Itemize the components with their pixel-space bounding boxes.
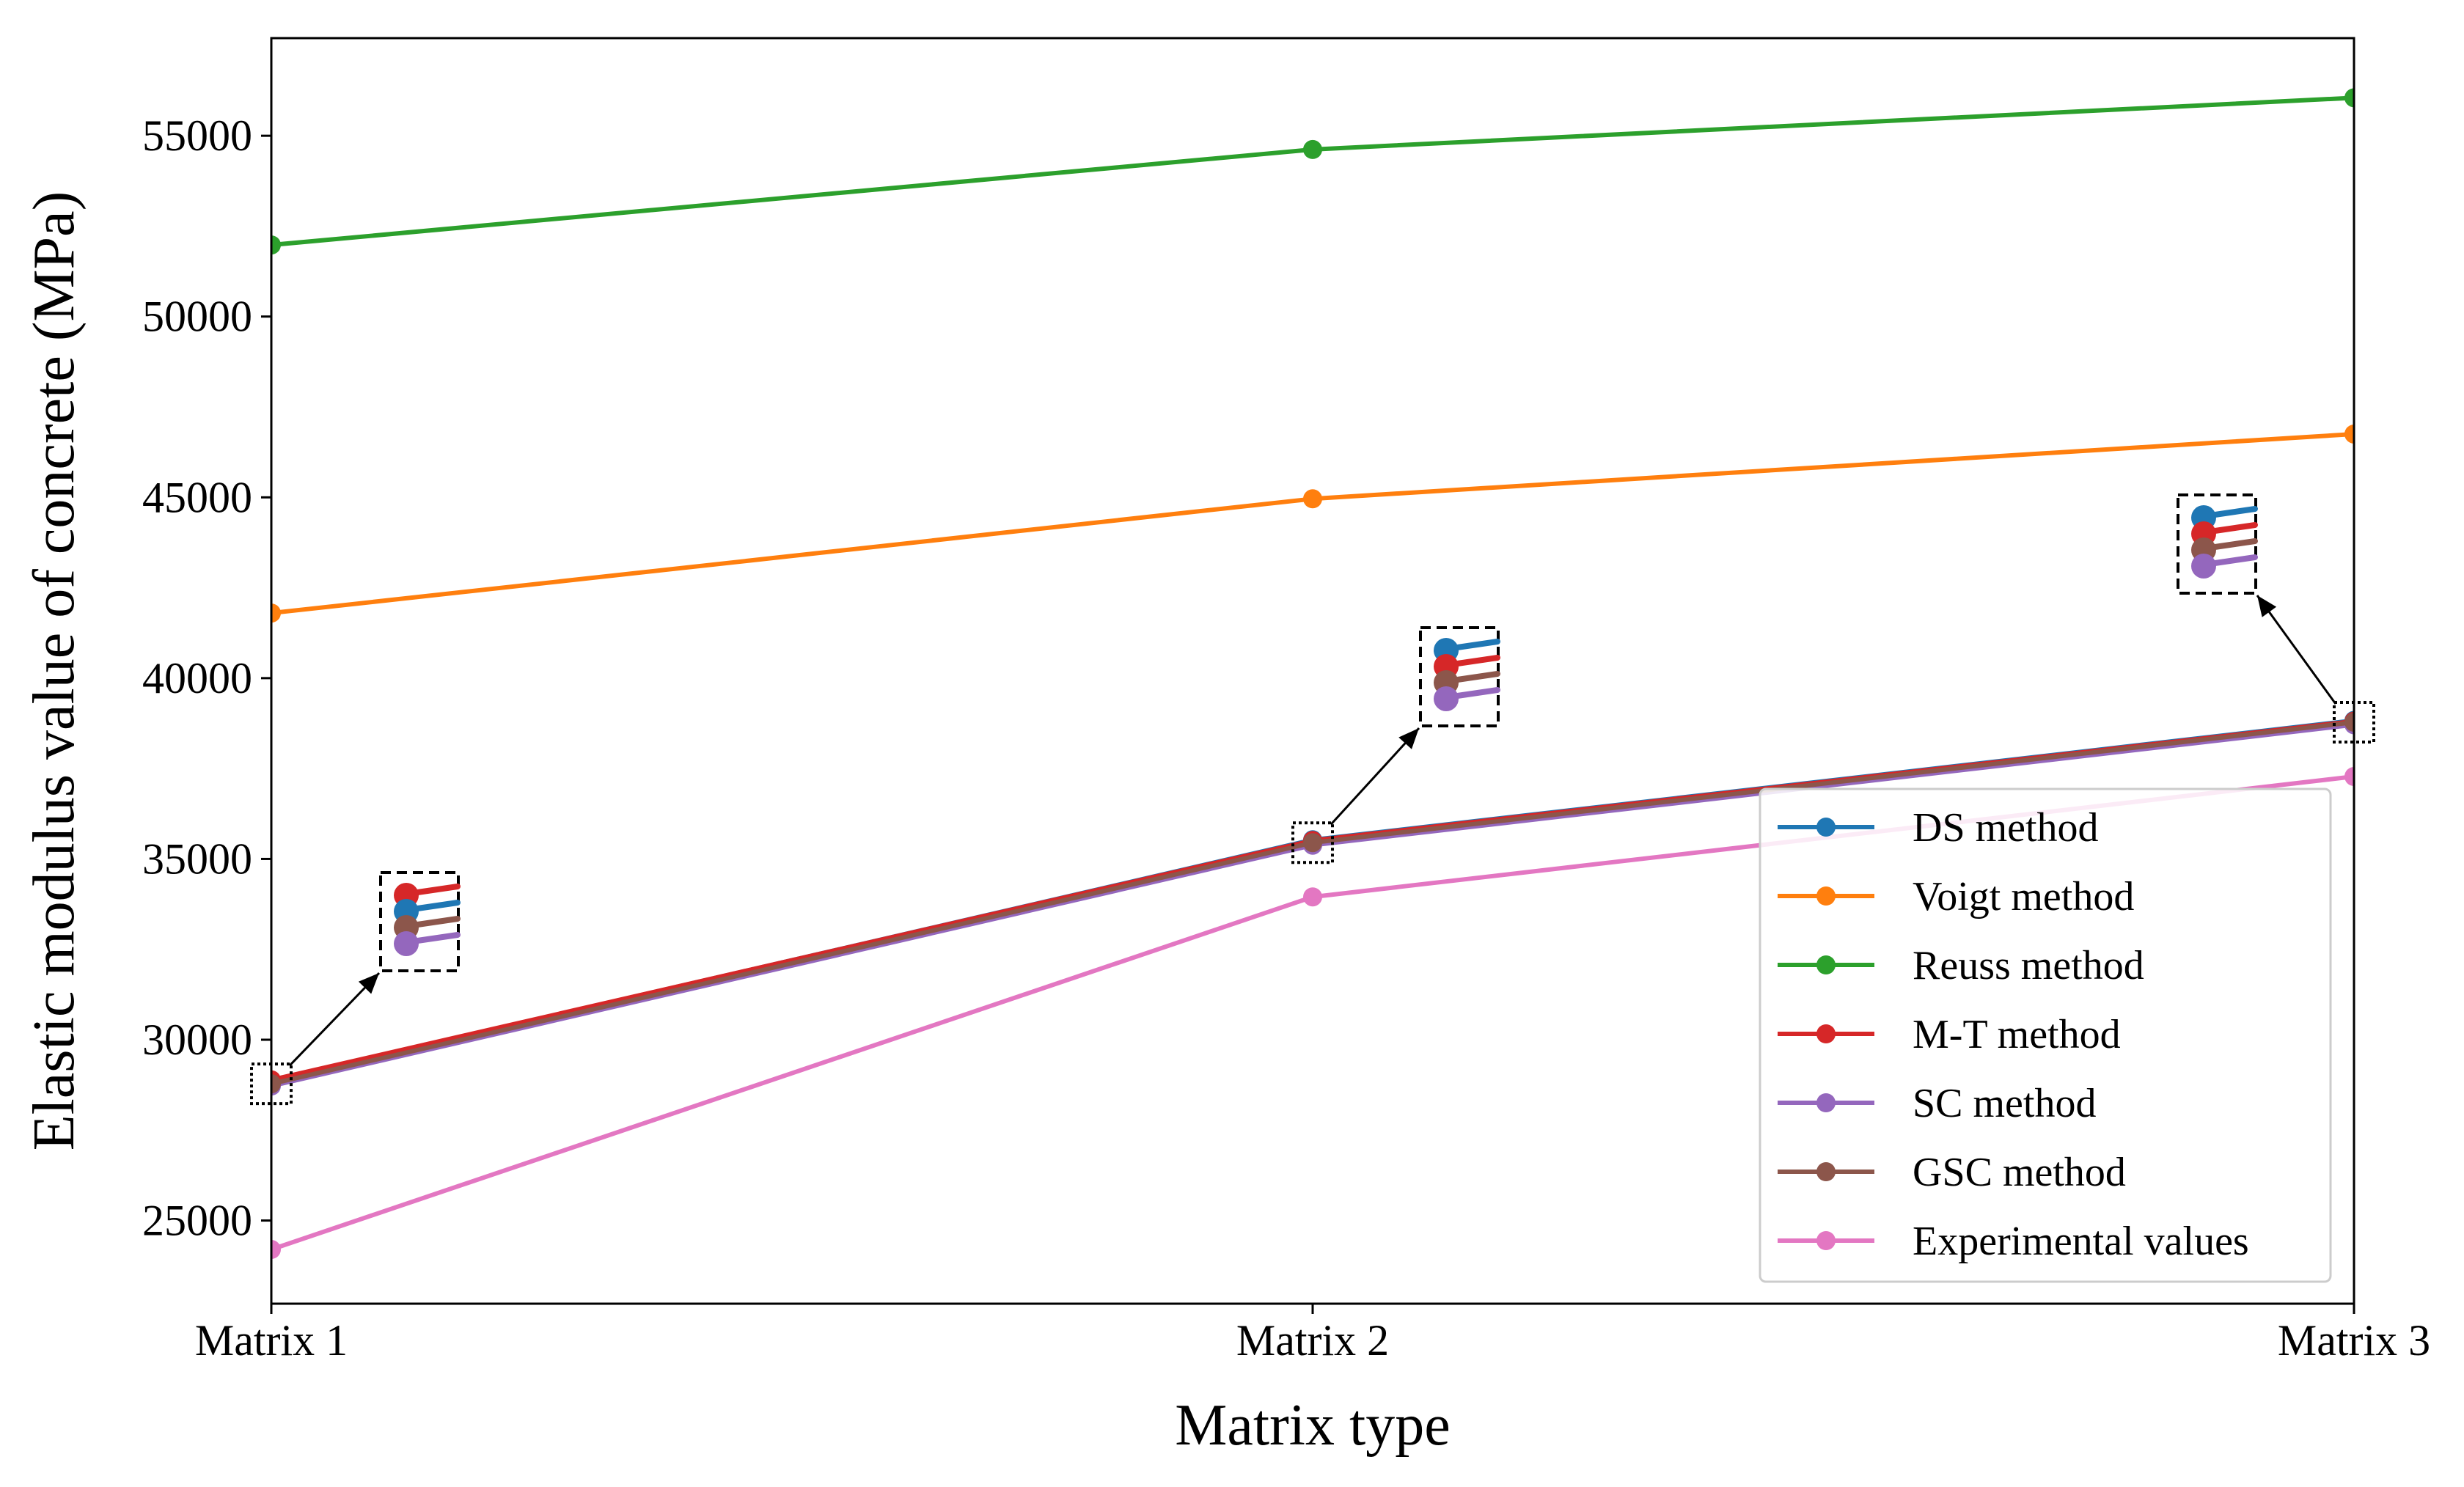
x-tick-label-1: Matrix 2 xyxy=(1236,1316,1389,1365)
y-tick-label-6: 55000 xyxy=(142,111,252,160)
x-axis-title: Matrix type xyxy=(1175,1393,1450,1458)
series-5-point-0 xyxy=(271,1074,281,1094)
y-tick-label-4: 45000 xyxy=(142,473,252,521)
legend-label-3: M-T method xyxy=(1913,1012,2121,1057)
zoom-insets xyxy=(250,493,2375,1106)
legend-swatch-point-5 xyxy=(1816,1162,1836,1181)
y-tick-label-2: 35000 xyxy=(142,834,252,883)
legend-label-2: Reuss method xyxy=(1913,943,2144,988)
inset-arrow-0 xyxy=(288,972,381,1067)
legend-label-4: SC method xyxy=(1913,1081,2096,1126)
legend: DS method Voigt method Reuss method M-T met… xyxy=(1759,787,2332,1283)
y-tick-label-3: 40000 xyxy=(142,654,252,702)
inset-2-mini-point-3 xyxy=(2191,554,2216,579)
legend-label-6: Experimental values xyxy=(1913,1219,2249,1264)
legend-box xyxy=(1759,787,2332,1283)
series-6-point-0 xyxy=(271,1240,281,1260)
inset-arrow-2 xyxy=(2256,595,2337,705)
y-tick-label-0: 25000 xyxy=(142,1197,252,1245)
legend-swatch-point-3 xyxy=(1816,1024,1836,1043)
series-2-point-1 xyxy=(1303,139,1322,159)
inset-arrowhead-2 xyxy=(2257,595,2277,617)
legend-swatch-point-0 xyxy=(1816,818,1836,837)
series-line-2 xyxy=(271,95,2354,248)
series-5-point-2 xyxy=(2344,713,2354,733)
series-6-point-1 xyxy=(1303,887,1322,907)
inset-source-box-1 xyxy=(1291,821,1334,864)
legend-swatch-point-1 xyxy=(1816,886,1836,906)
y-tick-label-5: 50000 xyxy=(142,293,252,341)
inset-arrowhead-0 xyxy=(358,973,379,994)
legend-label-5: GSC method xyxy=(1913,1150,2126,1195)
inset-arrowhead-1 xyxy=(1398,728,1419,749)
axes: 25000 30000 35000 40000 45000 50000 55000 Matri… xyxy=(142,37,2430,1365)
series-6-point-2 xyxy=(2344,767,2354,786)
plot-area xyxy=(271,88,2354,1260)
legend-swatch-point-2 xyxy=(1816,955,1836,974)
series-2-point-2 xyxy=(2344,88,2354,108)
inset-arrow-1 xyxy=(1330,727,1420,826)
legend-label-1: Voigt method xyxy=(1913,874,2134,919)
series-1-point-1 xyxy=(1303,489,1322,509)
series-1-point-0 xyxy=(271,603,281,623)
legend-swatch-point-6 xyxy=(1816,1231,1836,1250)
legend-swatch-point-4 xyxy=(1816,1093,1836,1112)
series-5-point-1 xyxy=(1303,833,1322,853)
series-1-point-2 xyxy=(2344,424,2354,444)
legend-label-0: DS method xyxy=(1913,805,2099,851)
inset-1-mini-point-3 xyxy=(1434,686,1459,711)
y-axis-title: Elastic modulus value of concrete (MPa) xyxy=(22,191,87,1150)
x-tick-label-0: Matrix 1 xyxy=(195,1316,348,1365)
inset-0-mini-point-3 xyxy=(394,931,419,956)
x-tick-label-2: Matrix 3 xyxy=(2278,1316,2430,1365)
series-2-point-0 xyxy=(271,235,281,255)
series-line-1 xyxy=(271,431,2354,616)
y-tick-label-1: 30000 xyxy=(142,1016,252,1064)
